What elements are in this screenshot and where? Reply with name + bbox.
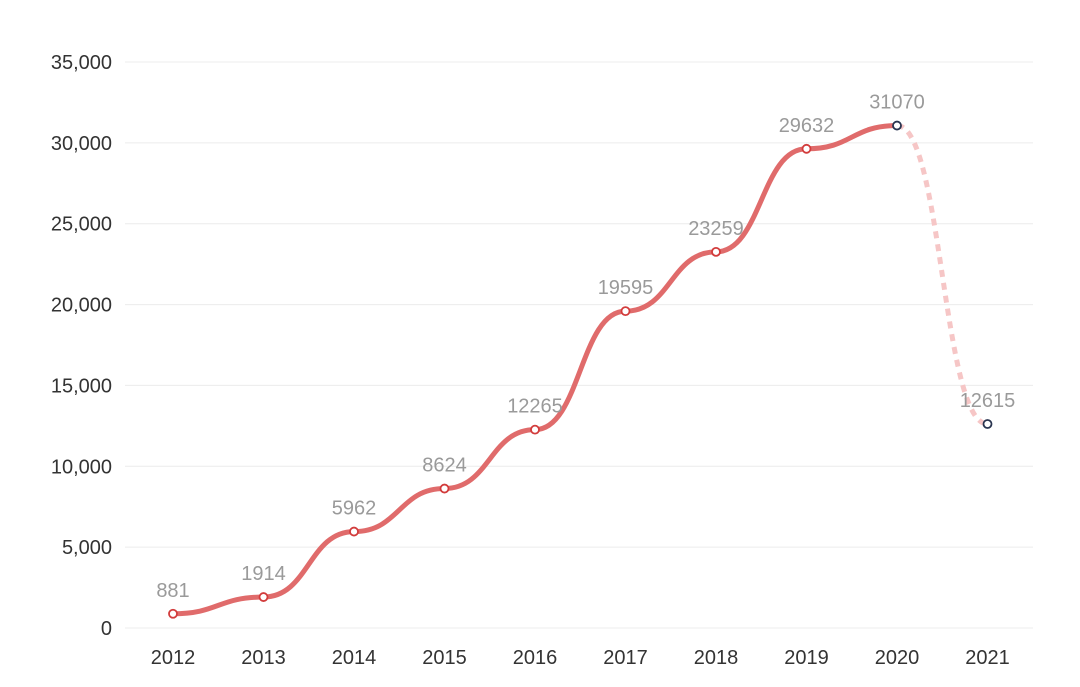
series-line-projected-segment bbox=[897, 126, 988, 424]
data-point[interactable] bbox=[169, 610, 177, 618]
data-point[interactable] bbox=[893, 122, 901, 130]
data-labels: 881 1914 5962 8624 12265 19595 23259 29632 31070… bbox=[156, 92, 1015, 602]
data-label: 881 bbox=[156, 580, 189, 602]
x-tick-label: 2015 bbox=[422, 647, 467, 669]
x-axis-ticks: 2012 2013 2014 2015 2016 2017 2018 2019 2020 2021 bbox=[151, 647, 1010, 669]
data-label: 29632 bbox=[779, 115, 835, 137]
data-label: 5962 bbox=[332, 498, 377, 520]
data-point[interactable] bbox=[622, 307, 630, 315]
data-point[interactable] bbox=[712, 248, 720, 256]
y-tick-label: 35,000 bbox=[51, 52, 112, 74]
y-axis-ticks: 0 5,000 10,000 15,000 20,000 25,000 30,000 35,0… bbox=[51, 52, 112, 640]
x-tick-label: 2021 bbox=[965, 647, 1010, 669]
data-label: 12265 bbox=[507, 396, 563, 418]
data-label: 1914 bbox=[241, 563, 286, 585]
x-tick-label: 2014 bbox=[332, 647, 377, 669]
data-label: 23259 bbox=[688, 218, 744, 240]
x-tick-label: 2012 bbox=[151, 647, 196, 669]
data-label: 31070 bbox=[869, 92, 925, 114]
x-tick-label: 2017 bbox=[603, 647, 648, 669]
y-tick-label: 30,000 bbox=[51, 133, 112, 155]
y-tick-label: 0 bbox=[101, 618, 112, 640]
x-tick-label: 2019 bbox=[784, 647, 829, 669]
y-tick-label: 25,000 bbox=[51, 214, 112, 236]
x-tick-label: 2018 bbox=[694, 647, 739, 669]
data-label: 19595 bbox=[598, 277, 654, 299]
data-point[interactable] bbox=[260, 593, 268, 601]
data-point[interactable] bbox=[984, 420, 992, 428]
y-tick-label: 15,000 bbox=[51, 375, 112, 397]
data-point[interactable] bbox=[803, 145, 811, 153]
x-tick-label: 2016 bbox=[513, 647, 558, 669]
y-tick-label: 10,000 bbox=[51, 456, 112, 478]
data-label: 12615 bbox=[960, 390, 1016, 412]
x-tick-label: 2013 bbox=[241, 647, 286, 669]
series-lines bbox=[173, 126, 988, 614]
x-tick-label: 2020 bbox=[875, 647, 920, 669]
y-tick-label: 20,000 bbox=[51, 295, 112, 317]
gridlines bbox=[125, 62, 1033, 628]
data-point[interactable] bbox=[441, 485, 449, 493]
data-label: 8624 bbox=[422, 455, 467, 477]
data-point[interactable] bbox=[531, 426, 539, 434]
data-point[interactable] bbox=[350, 528, 358, 536]
series-line bbox=[173, 126, 897, 614]
y-tick-label: 5,000 bbox=[62, 537, 112, 559]
